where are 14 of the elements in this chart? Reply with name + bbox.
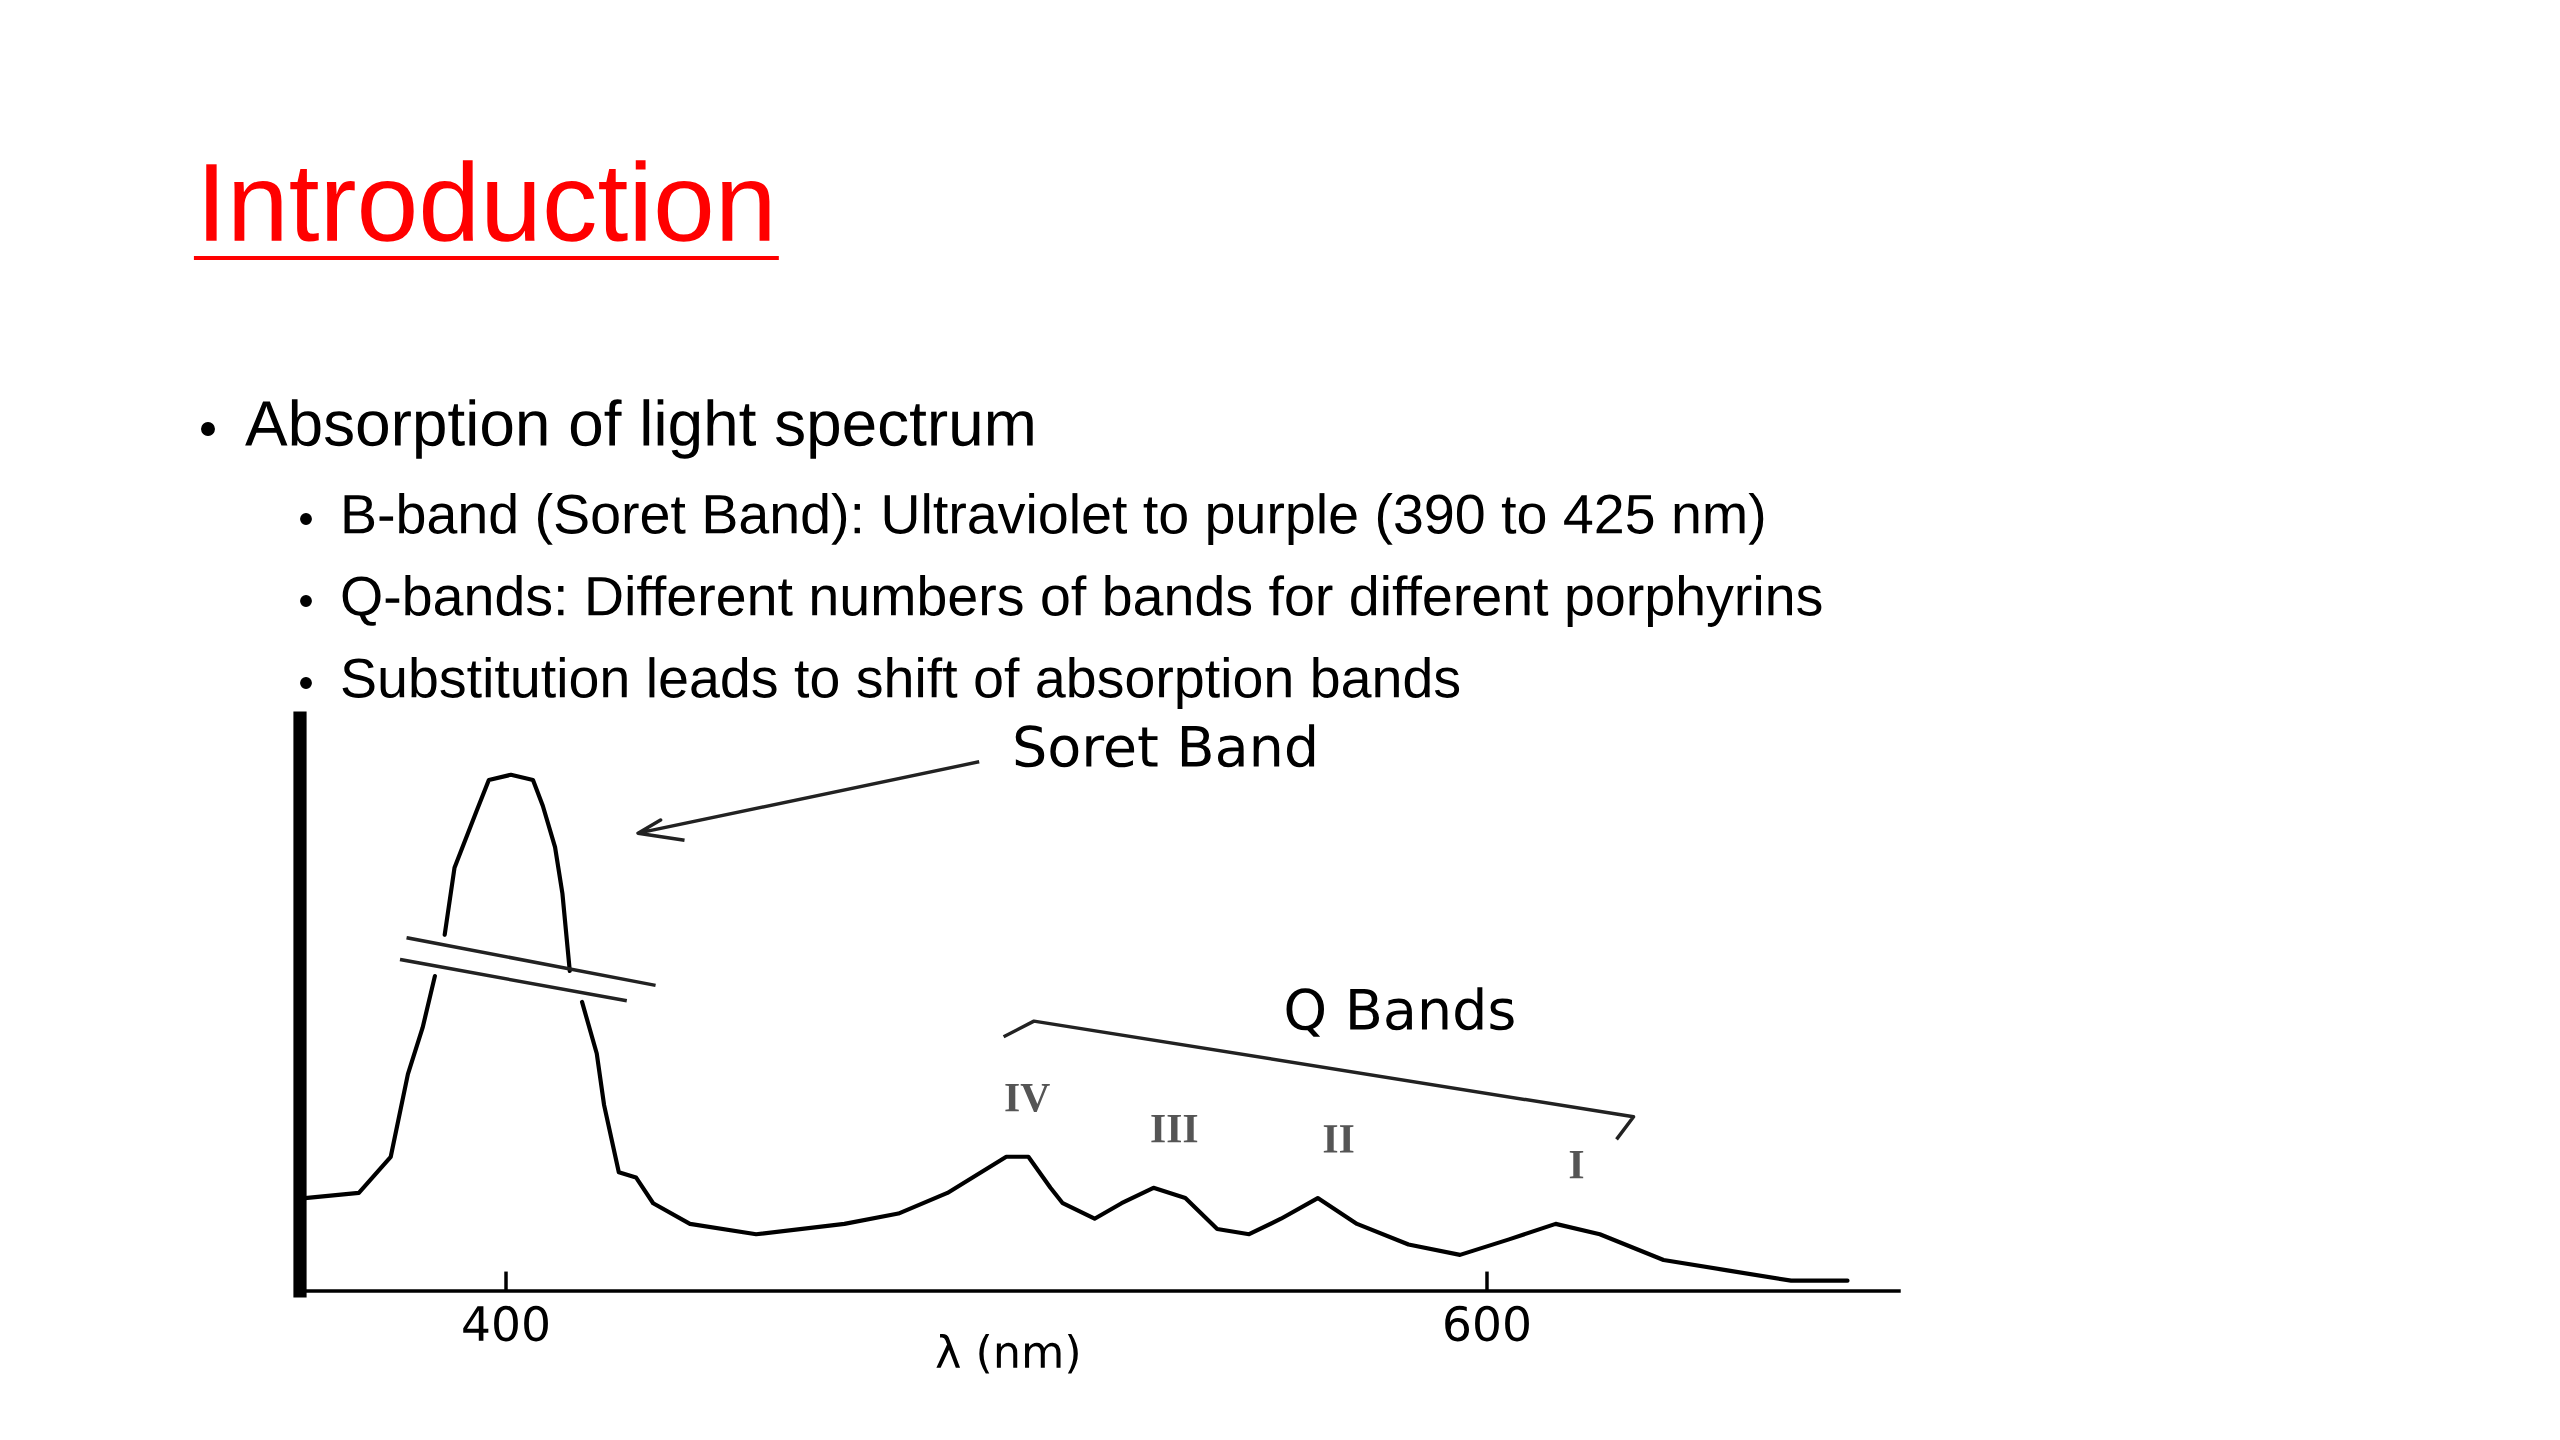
text: Soret Band — [1015, 724, 1315, 768]
annotation: III — [1151, 1114, 1198, 1143]
annotation: IV — [1005, 1083, 1050, 1112]
x-tick-label: 400 — [463, 1305, 548, 1342]
annotation: Q Bands — [1286, 987, 1514, 1037]
text: Substitution leads to shift of absorption bands — [342, 657, 1460, 709]
text: Q-bands: Different numbers of bands for different porphyrins — [342, 575, 1822, 627]
x-axis-title: λ (nm) — [936, 1333, 1078, 1374]
chart-subtitle: Absorption of light spectrum — [245, 399, 1033, 459]
chart-title: Introduction — [206, 160, 770, 242]
annotation: II — [1323, 1125, 1354, 1153]
x-tick-label: 600 — [1445, 1305, 1529, 1342]
text: B-band (Soret Band): Ultraviolet to purple (390 to 425 nm) — [344, 493, 1764, 545]
annotation: I — [1569, 1151, 1584, 1179]
